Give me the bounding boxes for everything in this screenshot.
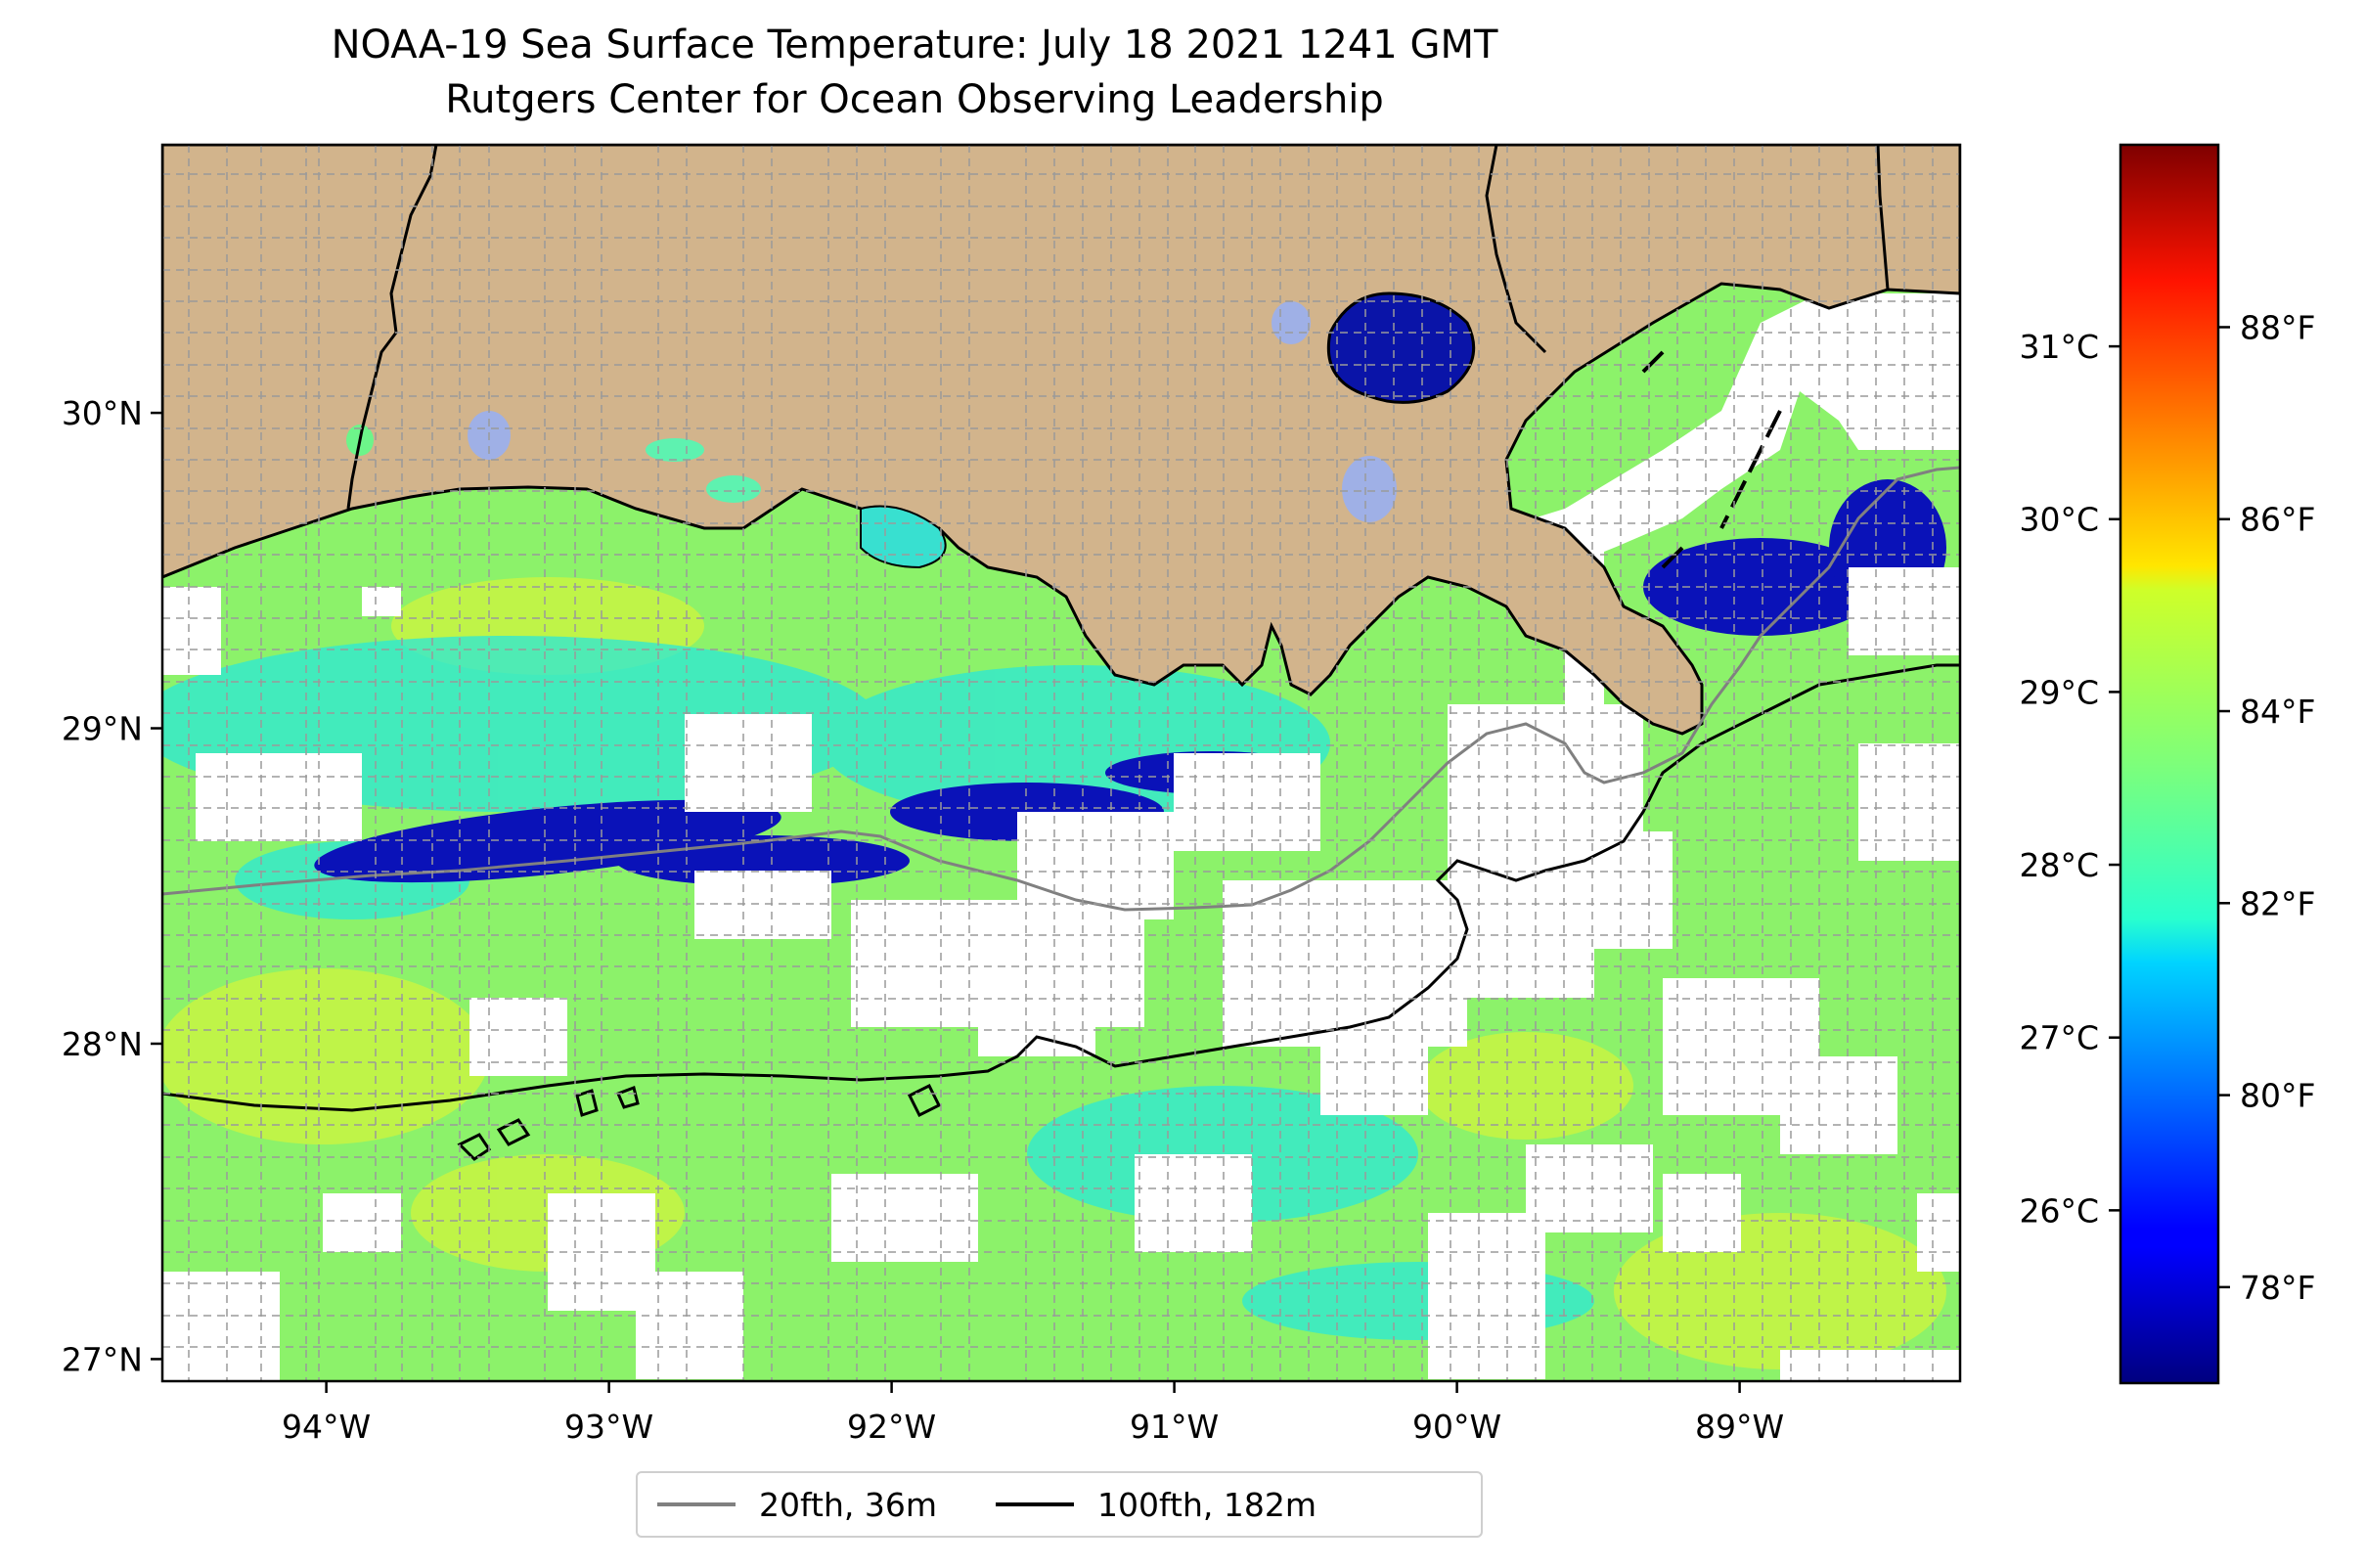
fahrenheit-tick-label: 88°F: [2240, 308, 2315, 346]
lon-tick-label: 94°W: [282, 1408, 371, 1446]
celsius-tick-label: 31°C: [2019, 328, 2099, 366]
lat-tick-label: 28°N: [62, 1025, 143, 1063]
map-content: [162, 145, 1960, 1381]
lake-pontchartrain: [1326, 291, 1476, 404]
celsius-tick-label: 26°C: [2019, 1191, 2099, 1230]
lat-tick-label: 29°N: [62, 710, 143, 748]
legend-label-20fth: 20fth, 36m: [759, 1485, 937, 1524]
legend-swatch-20fth: [657, 1502, 736, 1506]
celsius-tick-label: 27°C: [2019, 1019, 2099, 1057]
delta-nodata: [1438, 293, 1960, 567]
lon-tick-label: 93°W: [564, 1408, 653, 1446]
fahrenheit-tick-label: 82°F: [2240, 884, 2315, 922]
latitude-axis: 27°N 28°N 29°N 30°N: [62, 394, 162, 1378]
celsius-tick-label: 28°C: [2019, 846, 2099, 884]
colorbar-celsius-axis: 26°C 27°C 28°C 29°C 30°C 31°C: [2019, 328, 2120, 1230]
grand-lake: [646, 438, 704, 462]
legend-item-20fth: 20fth, 36m: [657, 1486, 937, 1524]
fahrenheit-tick-label: 84°F: [2240, 693, 2315, 731]
isobath-legend: 20fth, 36m 100fth, 182m: [636, 1471, 1483, 1538]
lon-tick-label: 90°W: [1412, 1408, 1501, 1446]
vermilion-bay: [860, 505, 947, 569]
lake-maurepas: [1272, 301, 1311, 344]
lon-tick-label: 92°W: [847, 1408, 936, 1446]
legend-label-100fth: 100fth, 182m: [1097, 1485, 1316, 1524]
colorbar-fahrenheit-axis: 78°F 80°F 82°F 84°F 86°F 88°F: [2218, 308, 2315, 1307]
isobath-20fth: [162, 466, 1960, 912]
celsius-tick-label: 29°C: [2019, 673, 2099, 711]
mississippi-alabama-border: [1876, 145, 1890, 291]
isobath-100fth: [162, 663, 1960, 1112]
white-lake: [706, 475, 761, 503]
celsius-tick-label: 30°C: [2019, 501, 2099, 539]
chandeleur-islands: [1641, 350, 1782, 569]
map-gridlines: [162, 145, 1960, 1381]
lat-tick-label: 30°N: [62, 394, 143, 432]
chart-subtitle: Rutgers Center for Ocean Observing Leade…: [445, 77, 1384, 122]
longitude-axis: 94°W 93°W 92°W 91°W 90°W 89°W: [282, 1381, 1784, 1446]
fahrenheit-tick-label: 86°F: [2240, 501, 2315, 539]
lon-tick-label: 89°W: [1695, 1408, 1784, 1446]
fahrenheit-tick-label: 80°F: [2240, 1077, 2315, 1115]
lake-salvador: [1342, 456, 1397, 522]
legend-item-100fth: 100fth, 182m: [996, 1486, 1316, 1524]
lon-tick-label: 91°W: [1130, 1408, 1219, 1446]
map-frame: [160, 143, 1962, 1383]
lat-tick-label: 27°N: [62, 1340, 143, 1378]
colorbar: [2119, 143, 2220, 1385]
legend-swatch-100fth: [996, 1502, 1074, 1506]
fahrenheit-tick-label: 78°F: [2240, 1269, 2315, 1307]
chart-title: NOAA-19 Sea Surface Temperature: July 18…: [331, 22, 1498, 67]
